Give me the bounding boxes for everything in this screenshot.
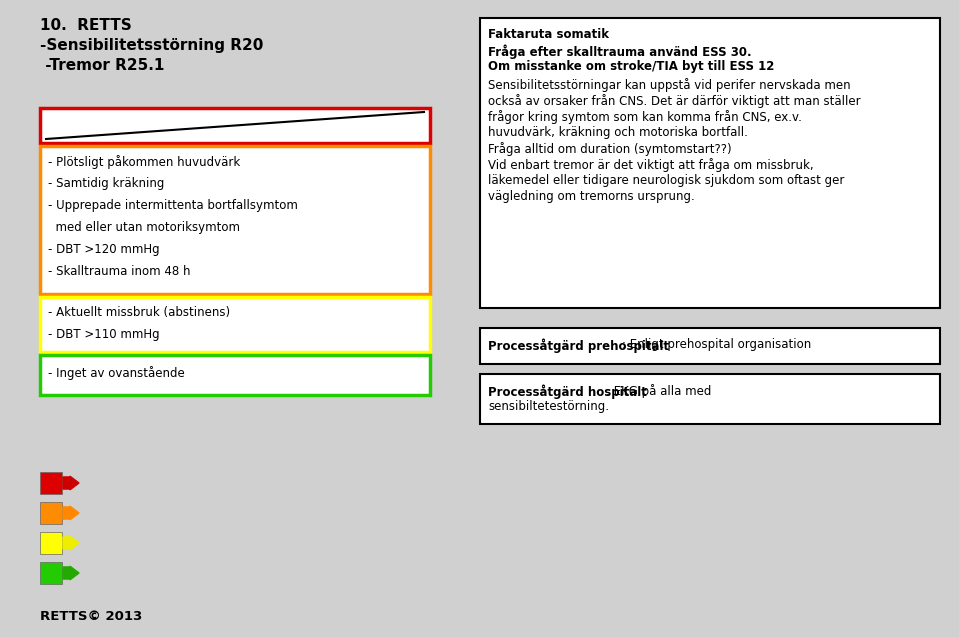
Bar — [40, 472, 62, 494]
Text: - Samtidig kräkning: - Samtidig kräkning — [48, 177, 164, 190]
Text: huvudvärk, kräkning och motoriska bortfall.: huvudvärk, kräkning och motoriska bortfa… — [488, 126, 748, 139]
Text: - Inget av ovanstående: - Inget av ovanstående — [48, 366, 185, 380]
Text: också av orsaker från CNS. Det är därför viktigt att man ställer: också av orsaker från CNS. Det är därför… — [488, 94, 860, 108]
Text: 10.  RETTS: 10. RETTS — [40, 18, 131, 33]
FancyBboxPatch shape — [40, 297, 430, 352]
Text: Fråga efter skalltrauma använd ESS 30.: Fråga efter skalltrauma använd ESS 30. — [488, 44, 752, 59]
Text: : Enligt prehospital organisation: : Enligt prehospital organisation — [621, 338, 811, 351]
Text: Vid enbart tremor är det viktigt att fråga om missbruk,: Vid enbart tremor är det viktigt att frå… — [488, 158, 813, 172]
Text: Fråga alltid om duration (symtomstart??): Fråga alltid om duration (symtomstart??) — [488, 142, 732, 156]
Text: Om misstanke om stroke/TIA byt till ESS 12: Om misstanke om stroke/TIA byt till ESS … — [488, 60, 774, 73]
Text: - DBT >120 mmHg: - DBT >120 mmHg — [48, 243, 159, 256]
FancyBboxPatch shape — [40, 146, 430, 294]
FancyBboxPatch shape — [480, 328, 940, 364]
Bar — [40, 532, 62, 554]
FancyArrow shape — [63, 536, 79, 550]
FancyBboxPatch shape — [40, 108, 430, 143]
Text: vägledning om tremorns ursprung.: vägledning om tremorns ursprung. — [488, 190, 694, 203]
Text: frågor kring symtom som kan komma från CNS, ex.v.: frågor kring symtom som kan komma från C… — [488, 110, 802, 124]
Bar — [40, 562, 62, 584]
Text: - Upprepade intermittenta bortfallsymtom: - Upprepade intermittenta bortfallsymtom — [48, 199, 298, 212]
FancyBboxPatch shape — [40, 355, 430, 395]
Text: läkemedel eller tidigare neurologisk sjukdom som oftast ger: läkemedel eller tidigare neurologisk sju… — [488, 174, 844, 187]
Bar — [40, 502, 62, 524]
Text: -Tremor R25.1: -Tremor R25.1 — [40, 58, 164, 73]
Text: - DBT >110 mmHg: - DBT >110 mmHg — [48, 328, 159, 341]
Text: Processåtgärd prehospitalt: Processåtgärd prehospitalt — [488, 338, 669, 352]
Text: -Sensibilitetsstörning R20: -Sensibilitetsstörning R20 — [40, 38, 264, 53]
Text: Processåtgärd hospitalt: Processåtgärd hospitalt — [488, 384, 647, 399]
Text: sensibiltetestörning.: sensibiltetestörning. — [488, 400, 609, 413]
FancyBboxPatch shape — [480, 374, 940, 424]
Text: Faktaruta somatik: Faktaruta somatik — [488, 28, 609, 41]
Text: Sensibilitetsstörningar kan uppstå vid perifer nervskada men: Sensibilitetsstörningar kan uppstå vid p… — [488, 78, 851, 92]
Text: - Skalltrauma inom 48 h: - Skalltrauma inom 48 h — [48, 265, 191, 278]
Text: : EKG på alla med: : EKG på alla med — [606, 384, 712, 398]
Text: - Plötsligt påkommen huvudvärk: - Plötsligt påkommen huvudvärk — [48, 155, 241, 169]
Text: - Aktuellt missbruk (abstinens): - Aktuellt missbruk (abstinens) — [48, 306, 230, 319]
FancyBboxPatch shape — [480, 18, 940, 308]
FancyArrow shape — [63, 476, 79, 490]
Text: RETTS© 2013: RETTS© 2013 — [40, 610, 142, 623]
FancyArrow shape — [63, 506, 79, 520]
Text: med eller utan motoriksymtom: med eller utan motoriksymtom — [48, 221, 240, 234]
FancyArrow shape — [63, 566, 79, 580]
